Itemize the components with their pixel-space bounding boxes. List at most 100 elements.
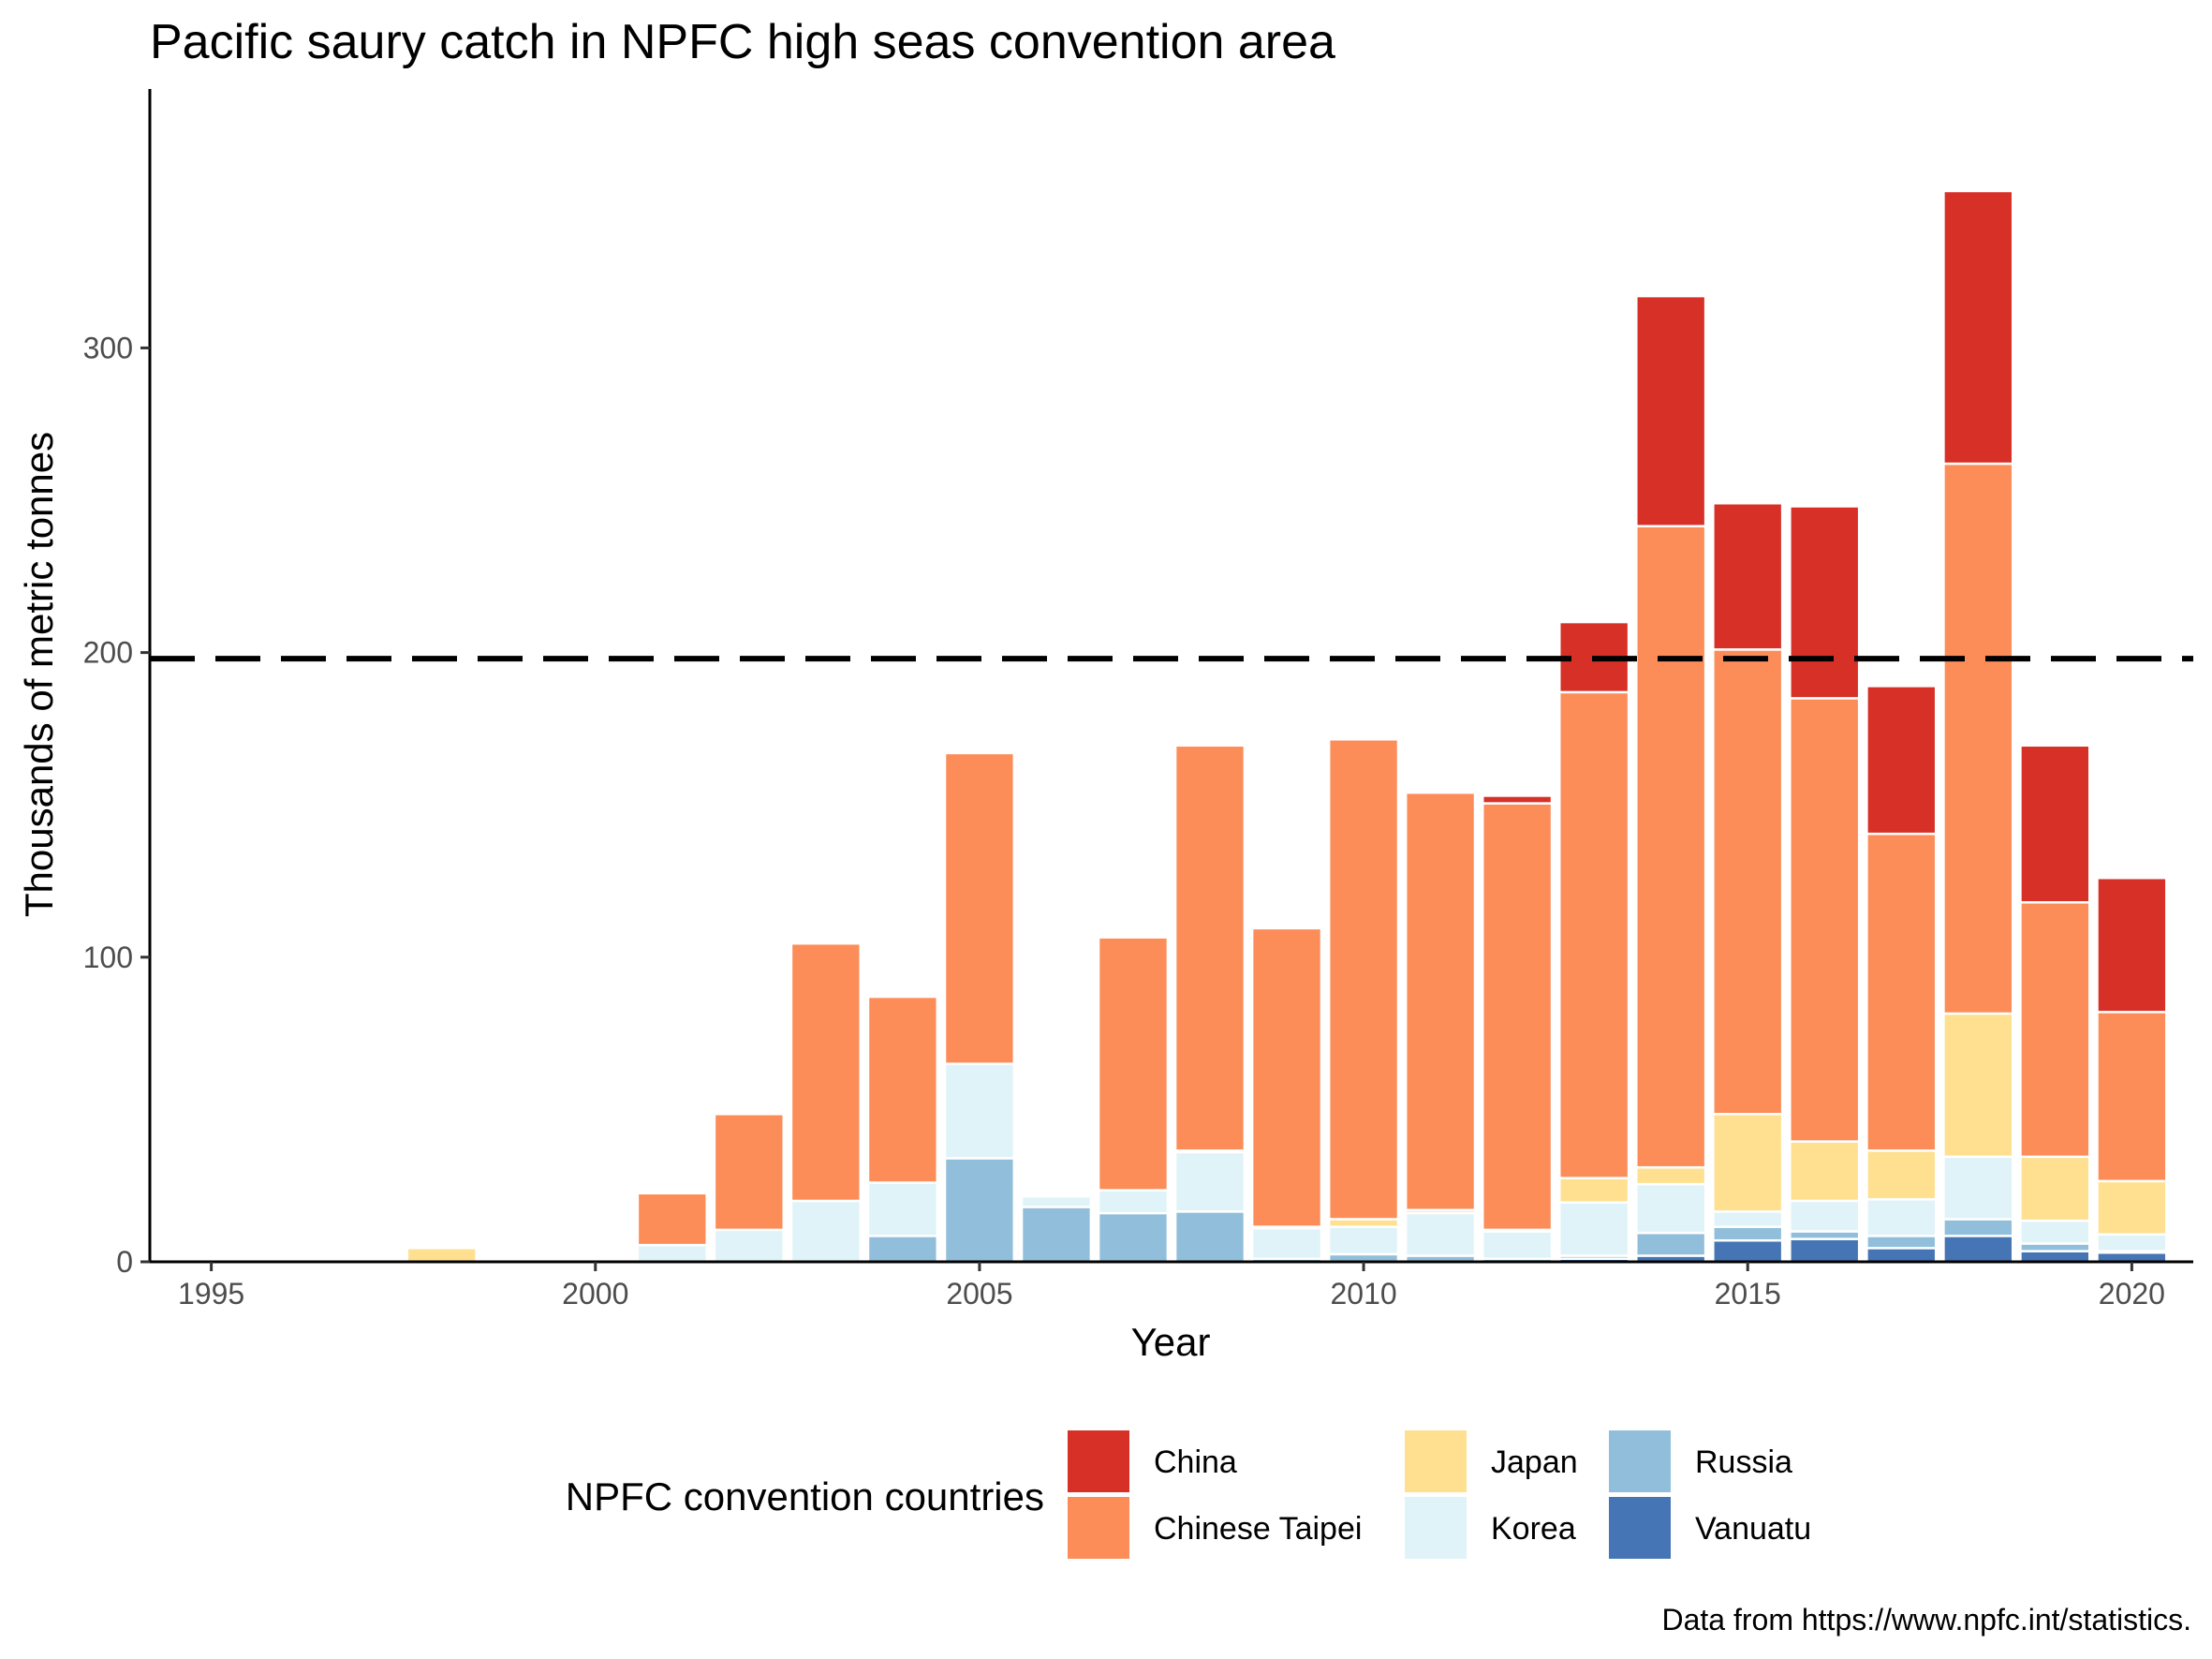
bar-segment-japan-2017 [1865, 1149, 1938, 1201]
bar-segment-vanuatu-2018 [1942, 1235, 2014, 1264]
bar-segment-china-2017 [1865, 685, 1938, 836]
bar-segment-russia-2017 [1865, 1235, 1938, 1250]
legend-swatch-korea [1405, 1497, 1467, 1559]
bar-segment-vanuatu-2016 [1789, 1237, 1861, 1264]
bar-segment-chinese-taipei-2018 [1942, 462, 2014, 1015]
x-tick-label-1995: 1995 [178, 1277, 244, 1311]
bar-segment-korea-2016 [1789, 1199, 1861, 1233]
bar-segment-korea-2011 [1404, 1211, 1477, 1257]
bar-segment-korea-2018 [1942, 1155, 2014, 1221]
bar-segment-chinese-taipei-2017 [1865, 832, 1938, 1152]
legend-swatch-china [1068, 1430, 1129, 1492]
y-tick-label-100: 100 [83, 941, 133, 974]
bar-segment-russia-2008 [1173, 1210, 1246, 1264]
bar-segment-korea-2007 [1097, 1189, 1170, 1215]
bar-segment-korea-2010 [1327, 1225, 1400, 1256]
legend-label-chinese-taipei: Chinese Taipei [1154, 1511, 1362, 1547]
y-tick-label-0: 0 [116, 1245, 133, 1279]
legend-label-korea: Korea [1491, 1511, 1576, 1547]
bar-segment-japan-2019 [2019, 1155, 2091, 1222]
legend-label-china: China [1154, 1444, 1237, 1480]
bar-segment-korea-2006 [1020, 1194, 1093, 1208]
bar-segment-korea-2020 [2096, 1233, 2168, 1252]
bar-segment-china-2020 [2096, 877, 2168, 1014]
bar-segment-vanuatu-2015 [1712, 1238, 1784, 1264]
y-tick-label-300: 300 [83, 331, 133, 364]
bar-segment-japan-2014 [1635, 1165, 1707, 1186]
bar-segment-japan-2020 [2096, 1179, 2168, 1236]
x-tick-label-2000: 2000 [562, 1277, 628, 1311]
bar-segment-korea-2019 [2019, 1219, 2091, 1245]
bar-segment-russia-2007 [1097, 1211, 1170, 1264]
bar-segment-chinese-taipei-2002 [713, 1113, 785, 1232]
bars-group [406, 189, 2168, 1264]
bar-segment-chinese-taipei-2005 [943, 751, 1016, 1065]
bar-segment-chinese-taipei-2020 [2096, 1011, 2168, 1183]
bar-segment-russia-2014 [1635, 1231, 1707, 1257]
bar-segment-russia-2006 [1020, 1206, 1093, 1264]
legend-swatch-vanuatu [1609, 1497, 1671, 1559]
legend-swatch-chinese-taipei [1068, 1497, 1129, 1559]
legend-swatch-japan [1405, 1430, 1467, 1492]
bar-segment-korea-2017 [1865, 1198, 1938, 1237]
bar-segment-chinese-taipei-2014 [1635, 525, 1707, 1169]
bar-segment-japan-2016 [1789, 1140, 1861, 1203]
bar-segment-chinese-taipei-2003 [789, 941, 863, 1203]
bar-segment-chinese-taipei-2004 [866, 995, 939, 1184]
bar-segment-korea-2012 [1481, 1230, 1554, 1260]
bar-segment-chinese-taipei-2013 [1558, 690, 1630, 1179]
bar-segment-vanuatu-2019 [2019, 1250, 2091, 1264]
chart-title: Pacific saury catch in NPFC high seas co… [150, 15, 1335, 69]
bar-segment-russia-2005 [943, 1157, 1016, 1264]
x-tick-label-2010: 2010 [1330, 1277, 1396, 1311]
bar-segment-china-2018 [1942, 189, 2014, 466]
bar-segment-chinese-taipei-2011 [1404, 791, 1477, 1211]
bar-segment-korea-2008 [1173, 1150, 1246, 1213]
bar-segment-chinese-taipei-2016 [1789, 697, 1861, 1143]
bar-segment-korea-2002 [713, 1228, 785, 1264]
bar-segment-china-2014 [1635, 294, 1707, 527]
x-tick-label-2015: 2015 [1715, 1277, 1781, 1311]
legend-label-japan: Japan [1491, 1444, 1578, 1480]
bar-segment-japan-2015 [1712, 1113, 1784, 1213]
bar-segment-china-2012 [1481, 794, 1554, 805]
y-axis-title: Thousands of metric tonnes [17, 432, 61, 917]
axes-group: 1995 2000 2005 2010 2015 2020 0 100 200 300 [83, 89, 2193, 1311]
y-tick-label-200: 200 [83, 636, 133, 670]
legend-title: NPFC convention countries [566, 1474, 1044, 1518]
bar-segment-china-2019 [2019, 744, 2091, 904]
bar-segment-chinese-taipei-2007 [1097, 936, 1170, 1192]
bar-segment-china-2015 [1712, 502, 1784, 651]
bar-segment-chinese-taipei-2008 [1173, 744, 1246, 1152]
bar-segment-korea-2003 [789, 1199, 863, 1264]
bar-segment-vanuatu-2017 [1865, 1247, 1938, 1264]
legend-label-russia: Russia [1695, 1444, 1792, 1480]
bar-segment-korea-2015 [1712, 1210, 1784, 1228]
bar-segment-chinese-taipei-2019 [2019, 901, 2091, 1159]
x-axis-title: Year [1131, 1320, 1211, 1364]
bar-segment-russia-2004 [866, 1235, 939, 1264]
caption: Data from https://www.npfc.int/statistic… [1661, 1603, 2191, 1637]
bar-segment-japan-2013 [1558, 1177, 1630, 1204]
bar-segment-chinese-taipei-2012 [1481, 802, 1554, 1232]
bar-segment-china-2016 [1789, 505, 1861, 700]
bar-segment-japan-2018 [1942, 1012, 2014, 1159]
bar-segment-korea-2004 [866, 1181, 939, 1237]
bar-segment-korea-2005 [943, 1062, 1016, 1160]
legend-swatch-russia [1609, 1430, 1671, 1492]
legend: NPFC convention countries China Chinese T… [566, 1430, 1811, 1559]
bar-segment-korea-2009 [1250, 1226, 1323, 1260]
legend-label-vanuatu: Vanuatu [1695, 1511, 1811, 1547]
bar-segment-korea-2001 [636, 1243, 708, 1264]
bar-segment-chinese-taipei-2001 [636, 1192, 708, 1247]
bar-segment-japan-1998 [406, 1247, 478, 1264]
bar-segment-chinese-taipei-2009 [1250, 926, 1323, 1228]
bar-segment-chinese-taipei-2010 [1327, 738, 1400, 1221]
bar-segment-russia-2015 [1712, 1225, 1784, 1242]
x-tick-label-2020: 2020 [2099, 1277, 2165, 1311]
x-tick-label-2005: 2005 [946, 1277, 1012, 1311]
bar-segment-chinese-taipei-2015 [1712, 648, 1784, 1116]
bar-segment-korea-2013 [1558, 1201, 1630, 1257]
bar-segment-korea-2014 [1635, 1182, 1707, 1235]
